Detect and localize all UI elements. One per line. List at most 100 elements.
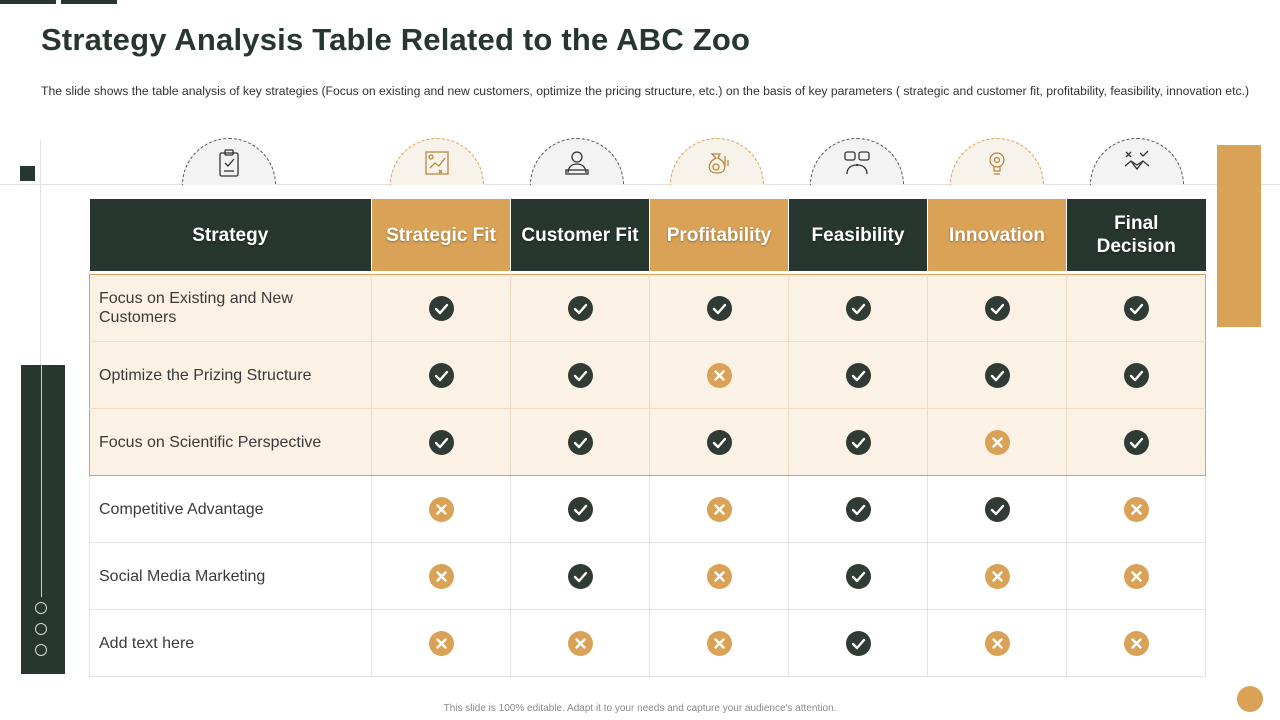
table-cell: [788, 341, 928, 409]
check-icon: [567, 295, 593, 321]
table-cell: [649, 475, 789, 543]
cross-icon: [706, 630, 732, 656]
table-row: Social Media Marketing: [89, 542, 1206, 610]
table-cell: [510, 609, 650, 677]
table-row: Optimize the Prizing Structure: [89, 341, 1206, 409]
sidebar-dot: [35, 602, 47, 614]
table-cell: [371, 408, 511, 476]
table-cell: [927, 609, 1067, 677]
cross-icon: [428, 630, 454, 656]
table-cell: [1066, 609, 1206, 677]
column-header: Profitability: [649, 199, 789, 271]
strategy-label: Optimize the Prizing Structure: [89, 341, 372, 409]
column-header: Strategic Fit: [371, 199, 511, 271]
table-cell: [649, 408, 789, 476]
strategy-label: Social Media Marketing: [89, 542, 372, 610]
table-cell: [510, 542, 650, 610]
lightbulb-gear-icon: [950, 138, 1046, 185]
check-icon: [428, 429, 454, 455]
cross-icon: [428, 496, 454, 522]
column-header: Feasibility: [788, 199, 928, 271]
table-cell: [788, 408, 928, 476]
check-icon: [1123, 295, 1149, 321]
sidebar-dot: [35, 644, 47, 656]
table-cell: [1066, 341, 1206, 409]
table-cell: [371, 475, 511, 543]
sidebar-dot: [35, 623, 47, 635]
strategy-label: Add text here: [89, 609, 372, 677]
check-icon: [845, 295, 871, 321]
table-cell: [649, 609, 789, 677]
table-cell: [510, 274, 650, 342]
table-cell: [1066, 475, 1206, 543]
table-row: Focus on Existing and New Customers: [89, 274, 1206, 342]
cross-icon: [428, 563, 454, 589]
table-cell: [927, 341, 1067, 409]
cross-icon: [984, 429, 1010, 455]
column-header: Strategy: [89, 199, 372, 271]
check-icon: [984, 496, 1010, 522]
check-icon: [428, 295, 454, 321]
column-header: Innovation: [927, 199, 1067, 271]
money-bag-icon: [670, 138, 766, 185]
decorative-square: [20, 166, 35, 181]
table-cell: [927, 475, 1067, 543]
check-icon: [845, 496, 871, 522]
check-icon: [428, 362, 454, 388]
column-header: Customer Fit: [510, 199, 650, 271]
table-cell: [649, 542, 789, 610]
customer-icon: [530, 138, 626, 185]
table-row: Add text here: [89, 609, 1206, 677]
check-icon: [845, 362, 871, 388]
cross-icon: [706, 362, 732, 388]
table-cell: [510, 341, 650, 409]
table-cell: [1066, 542, 1206, 610]
table-cell: [927, 274, 1067, 342]
check-icon: [984, 295, 1010, 321]
slide-footer: This slide is 100% editable. Adapt it to…: [443, 703, 837, 714]
decision-handshake-icon: [1090, 138, 1186, 185]
check-icon: [567, 362, 593, 388]
cross-icon: [984, 630, 1010, 656]
strategy-label: Focus on Scientific Perspective: [89, 408, 372, 476]
table-cell: [371, 341, 511, 409]
table-row: Focus on Scientific Perspective: [89, 408, 1206, 476]
check-icon: [567, 563, 593, 589]
table-header-row: Strategy Strategic Fit Customer Fit Profita…: [89, 199, 1206, 271]
decorative-sidebar: [21, 365, 65, 674]
clipboard-icon: [182, 138, 278, 185]
table-cell: [788, 609, 928, 677]
cross-icon: [1123, 563, 1149, 589]
cross-icon: [567, 630, 593, 656]
table-cell: [1066, 274, 1206, 342]
strategy-label: Competitive Advantage: [89, 475, 372, 543]
sidebar-rail: [41, 365, 42, 597]
check-icon: [567, 429, 593, 455]
table-cell: [788, 475, 928, 543]
table-cell: [371, 609, 511, 677]
table-cell: [371, 542, 511, 610]
check-icon: [984, 362, 1010, 388]
decorative-dot: [1237, 686, 1263, 712]
table-cell: [788, 274, 928, 342]
divider-line: [0, 184, 1280, 185]
check-icon: [567, 496, 593, 522]
brainstorm-icon: [810, 138, 906, 185]
table-cell: [927, 542, 1067, 610]
table-cell: [788, 542, 928, 610]
cross-icon: [984, 563, 1010, 589]
cross-icon: [1123, 496, 1149, 522]
table-cell: [649, 341, 789, 409]
check-icon: [1123, 362, 1149, 388]
check-icon: [845, 563, 871, 589]
check-icon: [845, 429, 871, 455]
decorative-bar: [1217, 145, 1261, 327]
slide-subtitle: The slide shows the table analysis of ke…: [41, 84, 1250, 98]
column-header: Final Decision: [1066, 199, 1206, 271]
slide-title: Strategy Analysis Table Related to the A…: [41, 22, 751, 57]
strategy-analysis-table: Strategy Strategic Fit Customer Fit Profita…: [89, 199, 1206, 677]
cross-icon: [1123, 630, 1149, 656]
cross-icon: [706, 496, 732, 522]
top-accent-bar: [61, 0, 117, 4]
table-cell: [649, 274, 789, 342]
